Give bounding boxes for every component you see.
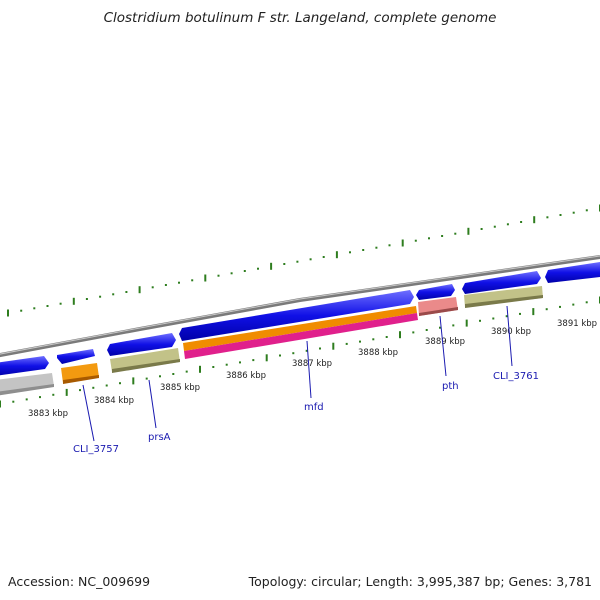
gene-label-cli3757[interactable]: CLI_3757 bbox=[73, 444, 119, 455]
cds-arrow bbox=[179, 290, 414, 341]
kbp-label: 3884 kbp bbox=[94, 396, 134, 406]
cds-arrow bbox=[462, 271, 541, 294]
gene-label-prsa[interactable]: prsA bbox=[148, 432, 171, 443]
gene-block-mfd-orange bbox=[183, 306, 417, 351]
gene-block-khaki-shade bbox=[465, 295, 543, 308]
kbp-label: 3888 kbp bbox=[358, 348, 398, 358]
gene-label-mfd[interactable]: mfd bbox=[304, 402, 324, 413]
gene-labels: CLI_3757 prsA mfd pth CLI_3761 bbox=[73, 305, 539, 455]
cds-arrow bbox=[57, 349, 95, 364]
genome-summary-text: Topology: circular; Length: 3,995,387 bp… bbox=[248, 574, 592, 589]
cds-arrow bbox=[545, 262, 600, 283]
cds-arrow bbox=[416, 284, 455, 300]
kbp-label: 3889 kbp bbox=[425, 337, 465, 347]
kbp-scale: 3883 kbp 3884 kbp 3885 kbp 3886 kbp 3887… bbox=[28, 319, 597, 419]
cds-arrow bbox=[0, 356, 49, 376]
kbp-label: 3883 kbp bbox=[28, 409, 68, 419]
gene-block-khaki bbox=[110, 348, 180, 372]
outer-tick-ring bbox=[7, 204, 600, 317]
gene-block-gray-shade bbox=[0, 384, 54, 396]
gene-block-khaki bbox=[464, 286, 543, 307]
leader-line bbox=[306, 340, 312, 399]
kbp-label: 3886 kbp bbox=[226, 371, 266, 381]
gene-block-orange-shade bbox=[63, 375, 99, 384]
leader-line bbox=[439, 315, 447, 377]
cds-arrow bbox=[107, 333, 176, 356]
inner-tick-ring bbox=[0, 296, 600, 408]
gene-label-pth[interactable]: pth bbox=[442, 381, 459, 392]
accession-text: Accession: NC_009699 bbox=[8, 574, 151, 589]
gene-block-mfd-magenta bbox=[184, 313, 418, 359]
gene-block-pth-shade bbox=[419, 307, 458, 316]
gene-block-gray bbox=[0, 373, 54, 394]
leader-line bbox=[82, 384, 95, 442]
cds-track bbox=[0, 262, 600, 376]
map-title: Clostridium botulinum F str. Langeland, … bbox=[103, 10, 497, 26]
kbp-label: 3891 kbp bbox=[557, 319, 597, 329]
gene-label-cli3761[interactable]: CLI_3761 bbox=[493, 371, 539, 382]
genome-backbone bbox=[0, 255, 600, 358]
gene-track bbox=[0, 286, 543, 396]
kbp-label: 3890 kbp bbox=[491, 327, 531, 337]
kbp-label: 3885 kbp bbox=[160, 383, 200, 393]
kbp-label: 3887 kbp bbox=[292, 359, 332, 369]
genome-backbone-highlight bbox=[0, 255, 600, 355]
leader-line bbox=[506, 305, 513, 367]
leader-line bbox=[148, 379, 157, 429]
gene-block-khaki-shade bbox=[112, 359, 180, 373]
